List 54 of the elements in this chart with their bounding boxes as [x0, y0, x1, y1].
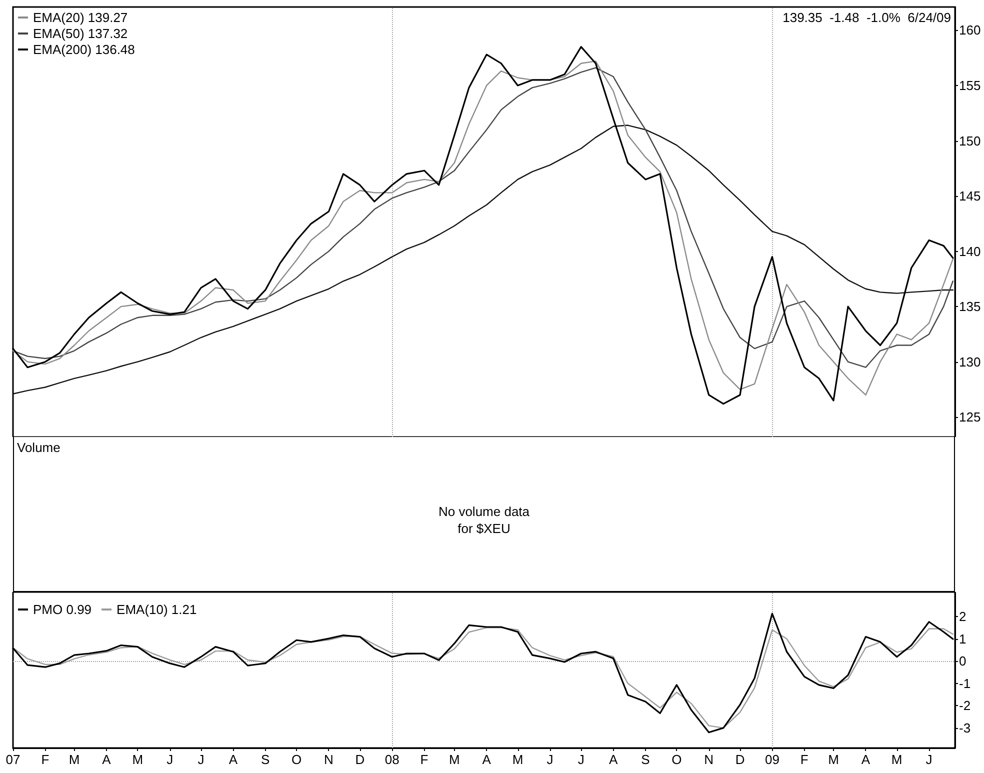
x-tick-label: D [735, 752, 745, 767]
x-tick-label: F [41, 752, 50, 767]
x-tick-label: M [891, 752, 902, 767]
x-tick-label: M [828, 752, 839, 767]
x-tick-label: A [482, 752, 492, 767]
x-tick-label: 09 [764, 752, 780, 767]
y-tick-label: 155 [959, 78, 981, 93]
y-tick-label: 1 [959, 631, 966, 646]
line-series [12, 627, 954, 729]
y-tick-label: 125 [959, 410, 981, 425]
x-tick-label: M [68, 752, 80, 767]
y-tick-label: 150 [959, 133, 981, 148]
text: Volume [17, 440, 60, 455]
y-tick-label: -1 [959, 676, 971, 691]
y-tick-label: 0 [959, 654, 966, 669]
x-tick-label: M [448, 752, 460, 767]
legend-label: EMA(50) 137.32 [33, 26, 128, 41]
x-tick-label: J [926, 752, 932, 767]
x-tick-label: J [198, 752, 204, 767]
x-tick-label: 07 [6, 752, 20, 767]
y-tick-label: -2 [959, 698, 971, 714]
x-tick-label: A [861, 752, 870, 767]
x-tick-label: S [261, 752, 270, 767]
y-tick-label: 135 [959, 299, 981, 314]
x-tick-label: D [355, 752, 365, 767]
text: No volume data for $XEU [437, 503, 531, 537]
x-tick-label: S [641, 752, 650, 767]
x-tick-label: N [704, 752, 714, 767]
y-tick-label: -3 [959, 720, 971, 736]
legend-label: EMA(10) 1.21 [116, 602, 197, 617]
x-tick-label: N [324, 752, 334, 767]
x-tick-label: M [132, 752, 144, 767]
y-tick-label: 160 [959, 22, 981, 38]
legend-label: EMA(20) 139.27 [33, 10, 128, 25]
x-tick-label: J [578, 752, 584, 767]
y-tick-label: 2 [959, 609, 966, 624]
x-tick-label: A [102, 752, 112, 767]
legend-label: EMA(200) 136.48 [33, 42, 135, 57]
x-tick-label: O [291, 752, 302, 767]
x-tick-label: M [512, 752, 524, 767]
x-tick-label: J [546, 752, 554, 767]
y-tick-label: 140 [959, 244, 981, 259]
y-tick-label: 145 [959, 188, 981, 204]
x-tick-label: 08 [384, 752, 400, 767]
x-tick-label: F [420, 752, 428, 767]
y-tick-label: 130 [959, 354, 981, 370]
line-series [12, 124, 954, 394]
x-tick-label: J [166, 752, 174, 767]
x-tick-label: O [672, 752, 682, 767]
x-tick-label: A [228, 752, 238, 767]
legend-label: PMO 0.99 [33, 602, 92, 617]
x-tick-label: F [800, 752, 808, 767]
x-tick-label: A [608, 752, 618, 767]
annotation: 139.35 -1.48 -1.0% 6/24/09 [782, 10, 952, 25]
